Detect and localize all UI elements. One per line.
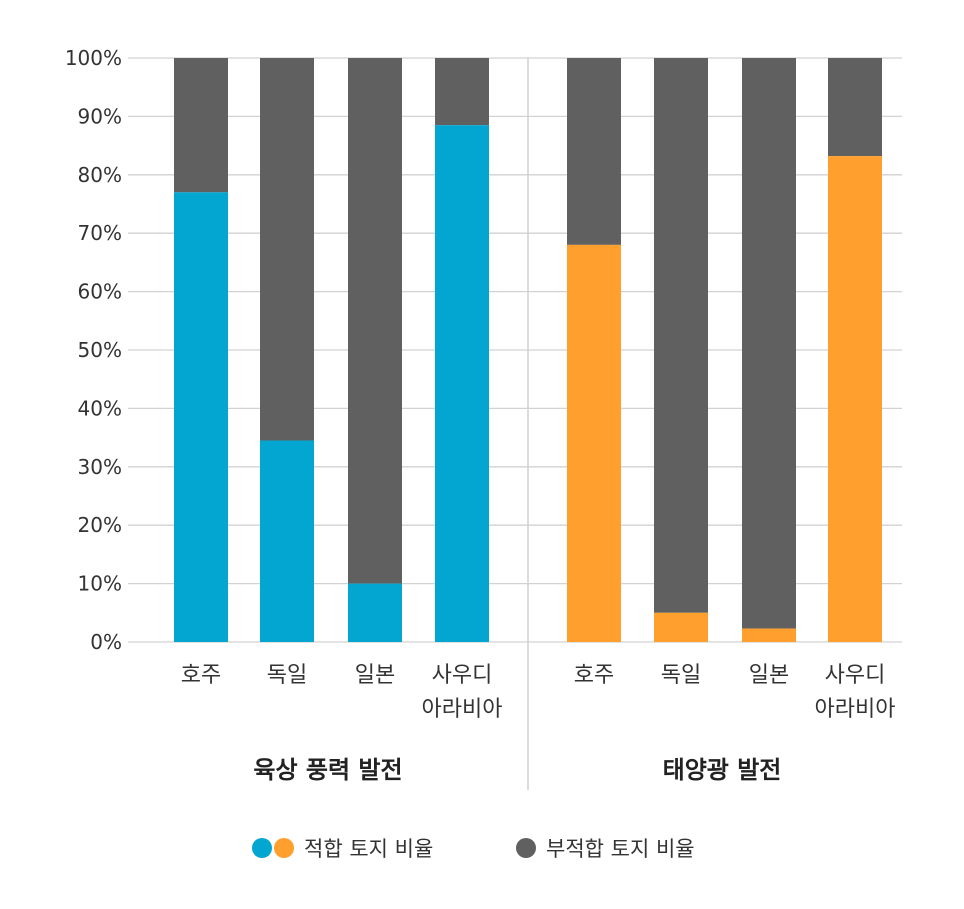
- bar-suitable: [348, 583, 402, 642]
- legend: 적합 토지 비율 부적합 토지 비율: [252, 837, 695, 861]
- axis-layer: 0% 10% 20% 30% 40% 50% 60% 70% 80% 90% 100%: [65, 46, 529, 790]
- category-label: 아라비아: [815, 697, 896, 722]
- bar-unsuitable: [654, 58, 708, 613]
- category-label: 사우디: [825, 663, 886, 688]
- legend-swatch-suitable-solar: [274, 838, 294, 858]
- bar-suitable: [435, 125, 489, 642]
- y-tick-label: 70%: [78, 221, 122, 245]
- bar-suitable: [260, 440, 314, 642]
- bar-unsuitable: [260, 58, 314, 441]
- y-tick-label: 50%: [78, 338, 122, 362]
- bar-unsuitable: [348, 58, 402, 584]
- bar-unsuitable: [742, 58, 796, 629]
- y-tick-label: 80%: [78, 163, 122, 187]
- legend-swatch-unsuitable: [516, 838, 536, 858]
- bar-suitable: [174, 192, 228, 642]
- group-label: 태양광 발전: [663, 756, 782, 784]
- bar-unsuitable: [174, 58, 228, 193]
- y-tick-label: 100%: [65, 46, 122, 70]
- bar-unsuitable: [567, 58, 621, 245]
- y-tick-label: 30%: [78, 455, 122, 479]
- bar-suitable: [828, 156, 882, 642]
- bar-layer: [174, 58, 882, 642]
- category-label: 사우디: [432, 663, 493, 688]
- y-tick-label: 90%: [78, 104, 122, 128]
- category-label: 독일: [661, 663, 701, 688]
- category-label: 독일: [267, 663, 307, 688]
- bar-suitable: [567, 244, 621, 642]
- legend-label-unsuitable: 부적합 토지 비율: [546, 837, 695, 861]
- category-label: 아라비아: [422, 697, 503, 722]
- y-tick-label: 60%: [78, 280, 122, 304]
- category-label: 호주: [574, 663, 614, 688]
- bar-unsuitable: [435, 58, 489, 126]
- y-tick-label: 20%: [78, 513, 122, 537]
- bar-suitable: [654, 612, 708, 642]
- y-tick-label: 0%: [90, 630, 122, 654]
- legend-swatch-suitable-wind: [252, 838, 272, 858]
- bar-suitable: [742, 628, 796, 642]
- group-label: 육상 풍력 발전: [253, 756, 402, 784]
- category-label: 일본: [749, 663, 789, 688]
- legend-label-suitable: 적합 토지 비율: [304, 837, 433, 861]
- bar-unsuitable: [828, 58, 882, 157]
- category-label: 호주: [181, 663, 221, 688]
- y-tick-label: 10%: [78, 572, 122, 596]
- y-tick-label: 40%: [78, 396, 122, 420]
- category-label: 일본: [355, 663, 395, 688]
